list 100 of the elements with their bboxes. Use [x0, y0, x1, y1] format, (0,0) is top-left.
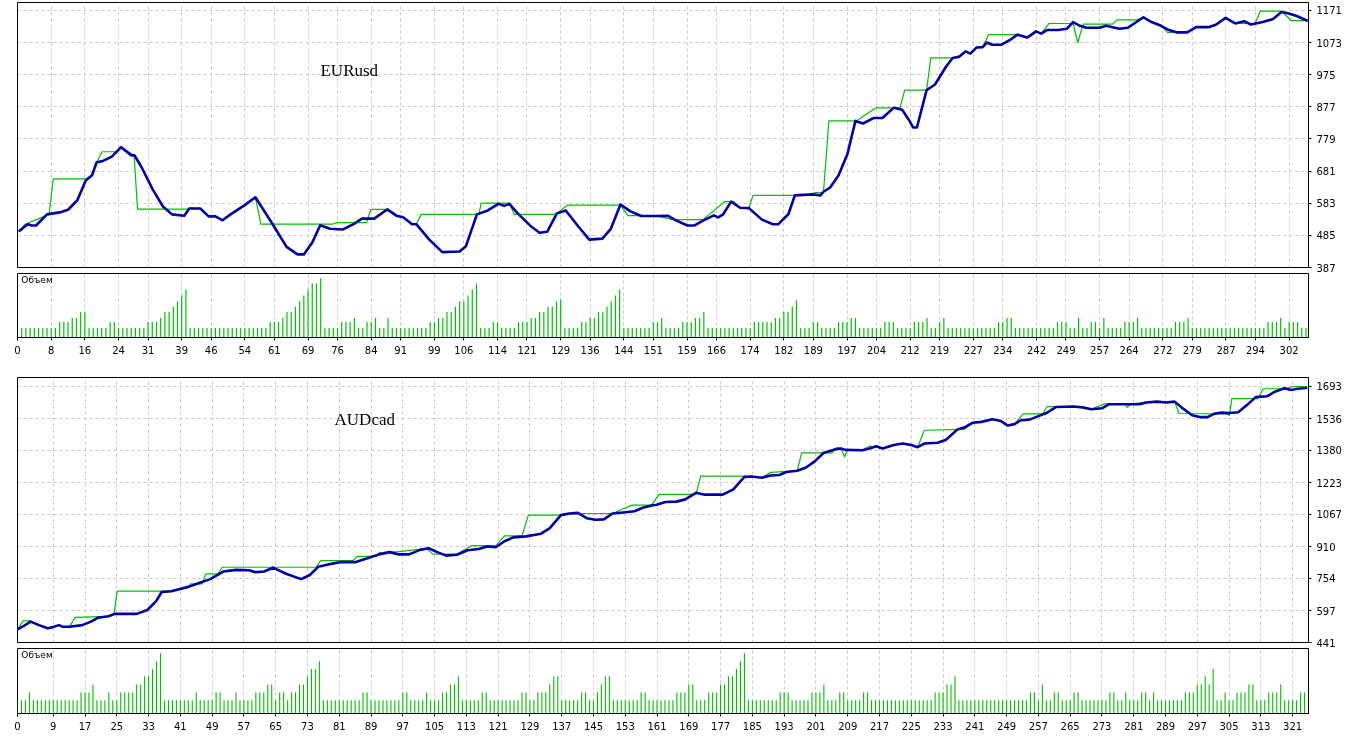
x-tick-label: 137 [552, 720, 572, 732]
x-tick-label: 313 [1251, 720, 1271, 732]
y-tick-label: 1693 [1316, 381, 1342, 393]
chart-title: Объем [21, 275, 53, 286]
x-tick-label: 65 [269, 720, 283, 732]
x-tick-label: 144 [614, 344, 634, 356]
x-tick-label: 249 [997, 720, 1017, 732]
x-tick-label: 105 [425, 720, 445, 732]
x-tick-label: 177 [711, 720, 731, 732]
x-tick-label: 84 [364, 344, 378, 356]
x-tick-label: 185 [742, 720, 762, 732]
x-tick-label: 161 [647, 720, 667, 732]
x-tick-label: 204 [866, 344, 887, 356]
x-tick-label: 0 [14, 344, 21, 356]
x-tick-label: 9 [50, 720, 57, 732]
y-tick-label: 877 [1316, 101, 1336, 113]
x-tick-label: 209 [838, 720, 858, 732]
x-tick-label: 217 [869, 720, 890, 732]
x-tick-label: 272 [1153, 344, 1173, 356]
x-tick-label: 106 [454, 344, 474, 356]
x-tick-label: 273 [1092, 720, 1112, 732]
x-tick-label: 121 [488, 720, 508, 732]
x-tick-label: 297 [1187, 720, 1207, 732]
x-tick-label: 166 [706, 344, 727, 356]
x-tick-label: 265 [1060, 720, 1080, 732]
x-tick-label: 69 [301, 344, 315, 356]
x-tick-label: 61 [267, 344, 281, 356]
x-tick-label: 16 [78, 344, 92, 356]
y-tick-label: 1073 [1316, 37, 1342, 49]
y-tick-label: 1380 [1316, 445, 1342, 457]
x-tick-label: 129 [520, 720, 540, 732]
y-tick-label: 441 [1316, 637, 1336, 649]
x-tick-label: 113 [456, 720, 476, 732]
x-tick-label: 212 [900, 344, 920, 356]
x-tick-label: 33 [142, 720, 155, 732]
y-tick-label: 975 [1316, 69, 1336, 81]
y-tick-label: 583 [1316, 198, 1336, 210]
x-tick-label: 249 [1056, 344, 1076, 356]
x-tick-label: 91 [394, 344, 408, 356]
text: AUDcad [334, 409, 396, 429]
x-tick-label: 233 [933, 720, 953, 732]
x-tick-label: 39 [175, 344, 189, 356]
x-tick-label: 201 [806, 720, 826, 732]
x-tick-label: 289 [1155, 720, 1176, 732]
y-tick-label: 597 [1316, 605, 1336, 617]
x-tick-label: 81 [332, 720, 346, 732]
x-tick-label: 169 [679, 720, 699, 732]
x-tick-label: 281 [1124, 720, 1144, 732]
x-tick-label: 8 [48, 344, 55, 356]
x-tick-label: 129 [551, 344, 571, 356]
x-tick-label: 305 [1219, 720, 1239, 732]
y-tick-label: 1171 [1316, 5, 1342, 17]
x-tick-label: 159 [677, 344, 697, 356]
x-tick-label: 257 [1090, 344, 1110, 356]
x-tick-label: 99 [428, 344, 441, 356]
x-tick-label: 287 [1216, 344, 1236, 356]
x-tick-label: 225 [901, 720, 921, 732]
x-tick-label: 302 [1279, 344, 1299, 356]
x-tick-label: 24 [112, 344, 125, 356]
x-tick-label: 219 [930, 344, 950, 356]
x-tick-label: 0 [14, 720, 21, 732]
x-tick-label: 294 [1245, 344, 1265, 356]
x-tick-label: 321 [1283, 720, 1303, 732]
y-tick-label: 779 [1316, 133, 1336, 145]
x-tick-label: 25 [110, 720, 124, 732]
x-tick-label: 73 [301, 720, 314, 732]
x-tick-label: 46 [204, 344, 218, 356]
x-tick-label: 145 [583, 720, 604, 732]
x-tick-label: 242 [1026, 344, 1047, 356]
x-tick-label: 151 [643, 344, 663, 356]
x-tick-label: 97 [396, 720, 410, 732]
x-tick-label: 241 [965, 720, 985, 732]
x-tick-label: 279 [1182, 344, 1202, 356]
x-tick-label: 227 [963, 344, 983, 356]
x-tick-label: 114 [487, 344, 508, 356]
text: EURusd [320, 61, 379, 81]
x-tick-label: 182 [774, 344, 794, 356]
x-tick-label: 57 [237, 720, 251, 732]
y-tick-label: 754 [1316, 573, 1336, 585]
y-tick-label: 387 [1316, 262, 1336, 274]
x-tick-label: 17 [78, 720, 92, 732]
x-tick-label: 174 [740, 344, 760, 356]
y-tick-label: 1536 [1316, 413, 1342, 425]
x-tick-label: 264 [1119, 344, 1139, 356]
y-tick-label: 1223 [1316, 477, 1342, 489]
y-tick-label: 910 [1316, 541, 1336, 553]
x-tick-label: 76 [331, 344, 344, 356]
x-tick-label: 136 [580, 344, 600, 356]
x-tick-label: 234 [993, 344, 1013, 356]
x-tick-label: 49 [205, 720, 219, 732]
chart-title: Объем [21, 650, 53, 661]
x-tick-label: 257 [1028, 720, 1048, 732]
x-tick-label: 189 [803, 344, 823, 356]
x-tick-label: 89 [364, 720, 378, 732]
y-tick-label: 1067 [1316, 509, 1342, 521]
x-tick-label: 41 [174, 720, 187, 732]
y-tick-label: 485 [1316, 230, 1336, 242]
x-tick-label: 193 [774, 720, 794, 732]
x-tick-label: 121 [517, 344, 537, 356]
x-tick-label: 54 [238, 344, 252, 356]
